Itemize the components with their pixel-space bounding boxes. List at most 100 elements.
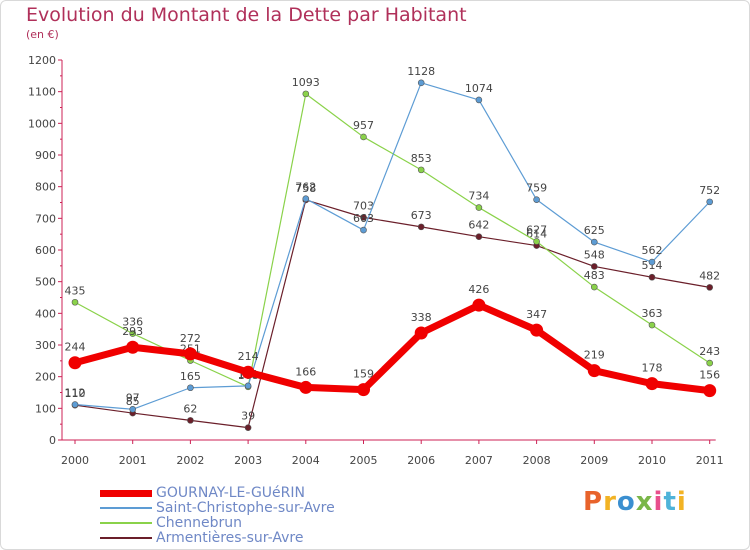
- data-point: [417, 166, 425, 174]
- data-label: 734: [468, 190, 489, 203]
- data-point: [590, 283, 598, 291]
- data-point: [68, 356, 82, 370]
- x-tick-label: 2009: [580, 454, 608, 467]
- data-label: 156: [699, 369, 720, 382]
- logo-letter: i: [676, 487, 687, 517]
- y-tick-label: 700: [35, 212, 56, 225]
- x-tick-label: 2003: [234, 454, 262, 467]
- data-point: [299, 380, 313, 394]
- data-label: 614: [526, 228, 547, 241]
- data-point: [183, 347, 197, 361]
- data-point: [587, 364, 601, 378]
- data-label: 1074: [465, 82, 493, 95]
- data-label: 347: [526, 308, 547, 321]
- y-tick-label: 500: [35, 276, 56, 289]
- data-label: 514: [642, 259, 663, 272]
- y-tick-label: 100: [35, 402, 56, 415]
- x-tick-label: 2000: [61, 454, 89, 467]
- y-tick-label: 200: [35, 371, 56, 384]
- data-label: 214: [238, 350, 259, 363]
- data-label: 112: [65, 387, 86, 400]
- data-point: [360, 214, 367, 221]
- data-point: [472, 298, 486, 312]
- series-line: [71, 301, 714, 395]
- data-label: 758: [295, 182, 316, 195]
- legend-label: Armentières-sur-Avre: [156, 530, 304, 546]
- data-label: 159: [353, 368, 374, 381]
- x-tick-label: 2005: [350, 454, 378, 467]
- data-label: 62: [183, 402, 197, 415]
- data-label: 759: [526, 182, 547, 195]
- data-label: 219: [584, 349, 605, 362]
- series-line: [74, 199, 711, 429]
- x-tick-label: 2007: [465, 454, 493, 467]
- data-point: [417, 79, 425, 87]
- y-tick-label: 900: [35, 149, 56, 162]
- data-label: 627: [526, 223, 547, 236]
- data-label: 1128: [407, 65, 435, 78]
- data-point: [590, 238, 598, 246]
- x-tick-label: 2001: [119, 454, 147, 467]
- logo-letter: x: [635, 487, 654, 517]
- data-label: 853: [411, 152, 432, 165]
- data-label: 244: [65, 341, 86, 354]
- data-point: [475, 233, 483, 240]
- data-point: [533, 238, 540, 245]
- data-label: 625: [584, 224, 605, 237]
- proxiti-logo: Proxiti: [583, 487, 687, 517]
- series-line: [74, 93, 711, 388]
- legend-label: Chennebrun: [156, 515, 243, 531]
- data-label: 272: [180, 332, 201, 345]
- y-tick-label: 1200: [28, 54, 56, 67]
- data-label: 482: [699, 269, 720, 282]
- data-point: [302, 195, 310, 202]
- logo-letter: r: [603, 487, 617, 517]
- data-point: [530, 323, 544, 337]
- data-label: 483: [584, 269, 605, 282]
- x-tick-label: 2002: [176, 454, 204, 467]
- data-label: 243: [699, 345, 720, 358]
- data-label: 548: [584, 248, 605, 261]
- legend-label: Saint-Christophe-sur-Avre: [156, 500, 335, 516]
- y-tick-label: 1100: [28, 86, 56, 99]
- legend-swatch: [100, 522, 152, 524]
- logo-letter: P: [583, 487, 604, 517]
- y-tick-label: 600: [35, 244, 56, 257]
- data-point: [475, 204, 483, 211]
- data-point: [648, 321, 656, 329]
- x-tick-label: 2008: [523, 454, 551, 467]
- legend-swatch: [100, 537, 152, 539]
- data-point: [126, 340, 140, 354]
- data-point: [648, 258, 656, 266]
- data-point: [187, 384, 194, 392]
- data-point: [244, 424, 252, 431]
- data-point: [187, 417, 194, 424]
- data-point: [533, 196, 540, 203]
- data-label: 673: [411, 209, 432, 222]
- data-point: [360, 133, 367, 141]
- y-tick-label: 400: [35, 307, 56, 320]
- y-tick-label: 300: [35, 339, 56, 352]
- logo-letter: i: [653, 487, 664, 517]
- chart-unit-label: (en €): [26, 28, 59, 41]
- data-label: 293: [122, 325, 143, 338]
- data-label: 336: [122, 316, 143, 329]
- data-label: 39: [241, 410, 255, 423]
- data-point: [706, 198, 714, 206]
- data-point: [645, 377, 659, 391]
- data-point: [129, 330, 136, 337]
- data-point: [417, 223, 425, 231]
- y-tick-label: 800: [35, 181, 56, 194]
- logo-letter: t: [663, 487, 677, 517]
- data-point: [360, 226, 367, 234]
- data-point: [414, 326, 428, 340]
- chart-title: Evolution du Montant de la Dette par Hab…: [26, 4, 467, 26]
- data-point: [703, 384, 717, 398]
- data-label: 97: [126, 391, 140, 404]
- data-label: 426: [468, 283, 489, 296]
- logo-letter: o: [616, 487, 636, 517]
- y-tick-label: 1000: [28, 117, 56, 130]
- data-label: 435: [65, 284, 86, 297]
- data-point: [706, 284, 714, 291]
- data-point: [648, 273, 656, 281]
